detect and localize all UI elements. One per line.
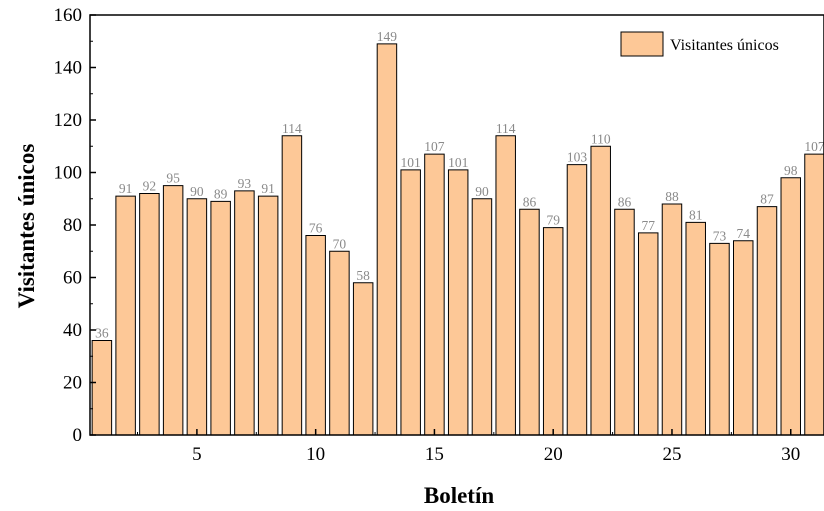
bar bbox=[614, 208, 635, 436]
bar bbox=[804, 153, 824, 436]
x-tick-label: 25 bbox=[662, 444, 681, 465]
bar bbox=[566, 164, 588, 436]
data-label: 93 bbox=[238, 176, 252, 191]
data-label: 76 bbox=[309, 221, 323, 236]
data-label: 73 bbox=[713, 228, 727, 243]
data-label: 79 bbox=[546, 213, 560, 228]
bar bbox=[709, 242, 730, 436]
legend-swatch bbox=[620, 31, 664, 57]
data-label: 101 bbox=[448, 155, 468, 170]
data-label: 95 bbox=[166, 171, 180, 186]
data-label: 87 bbox=[760, 192, 774, 207]
data-label: 89 bbox=[214, 186, 228, 201]
x-tick-label: 30 bbox=[781, 444, 800, 465]
y-tick-label: 100 bbox=[54, 163, 83, 184]
data-label: 86 bbox=[523, 194, 537, 209]
bar bbox=[376, 43, 398, 436]
bar bbox=[637, 232, 659, 436]
bar bbox=[590, 145, 611, 436]
bar bbox=[281, 135, 303, 436]
bar bbox=[400, 169, 421, 436]
bar bbox=[234, 190, 255, 436]
data-label: 91 bbox=[119, 181, 133, 196]
bar bbox=[424, 153, 445, 436]
bar bbox=[115, 195, 136, 436]
bar bbox=[495, 135, 516, 436]
data-label: 77 bbox=[641, 218, 655, 233]
bar bbox=[471, 198, 493, 436]
data-label: 101 bbox=[401, 155, 421, 170]
x-tick-label: 10 bbox=[306, 444, 325, 465]
data-label: 114 bbox=[282, 121, 302, 136]
y-tick-label: 160 bbox=[54, 5, 83, 26]
bar bbox=[91, 340, 113, 436]
bar bbox=[685, 221, 706, 436]
bar bbox=[661, 203, 683, 436]
y-tick-label: 20 bbox=[63, 373, 82, 394]
y-tick-label: 60 bbox=[63, 268, 82, 289]
data-label: 110 bbox=[591, 131, 611, 146]
bar bbox=[756, 206, 778, 436]
y-tick-label: 80 bbox=[63, 215, 82, 236]
bar bbox=[733, 240, 754, 436]
bar bbox=[329, 250, 350, 436]
y-axis-title: Visitantes únicos bbox=[14, 144, 39, 309]
data-label: 88 bbox=[665, 189, 679, 204]
x-tick-label: 20 bbox=[544, 444, 563, 465]
data-label: 92 bbox=[143, 179, 157, 194]
legend: Visitantes únicos bbox=[620, 31, 779, 57]
x-tick-label: 5 bbox=[192, 444, 202, 465]
data-label: 58 bbox=[356, 268, 370, 283]
bar bbox=[447, 169, 469, 436]
y-tick-label: 120 bbox=[54, 110, 83, 131]
axes-group bbox=[89, 14, 824, 436]
bar bbox=[352, 282, 374, 436]
bar bbox=[257, 195, 279, 436]
bars-group bbox=[91, 43, 824, 436]
data-label: 98 bbox=[784, 163, 798, 178]
bar bbox=[162, 185, 184, 436]
x-tick-label: 15 bbox=[425, 444, 444, 465]
legend-label: Visitantes únicos bbox=[670, 37, 779, 54]
data-label: 81 bbox=[689, 207, 703, 222]
data-label: 107 bbox=[424, 139, 445, 154]
data-label: 91 bbox=[261, 181, 275, 196]
data-label: 103 bbox=[567, 150, 588, 165]
y-tick-label: 40 bbox=[63, 320, 82, 341]
bar bbox=[139, 193, 160, 436]
data-label: 90 bbox=[190, 184, 204, 199]
data-label: 70 bbox=[333, 236, 347, 251]
y-tick-label: 0 bbox=[73, 425, 83, 446]
x-axis-title: Boletín bbox=[424, 483, 494, 508]
data-label: 114 bbox=[496, 121, 516, 136]
data-label: 74 bbox=[736, 226, 750, 241]
bar bbox=[305, 235, 326, 436]
bar bbox=[542, 227, 564, 436]
bar bbox=[519, 208, 540, 436]
bar bbox=[780, 177, 801, 436]
y-tick-label: 140 bbox=[54, 58, 83, 79]
tick-labels-group: 0 20 40 60 80 100 120 140 160 5 10 15 20 25 30 bbox=[54, 5, 801, 465]
data-label: 90 bbox=[475, 184, 489, 199]
data-label: 36 bbox=[95, 326, 109, 341]
data-label: 86 bbox=[618, 194, 632, 209]
data-label: 149 bbox=[377, 29, 398, 44]
bar bbox=[186, 198, 208, 436]
data-label: 107 bbox=[804, 139, 824, 154]
bar bbox=[210, 200, 231, 436]
